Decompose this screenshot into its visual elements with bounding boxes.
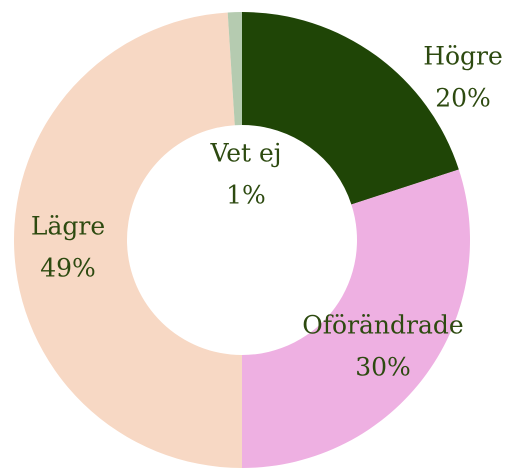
slice-label: Oförändrade: [302, 311, 463, 340]
slice-value-label: 30%: [355, 353, 411, 382]
donut-slice: [14, 12, 243, 468]
slice-value-label: 1%: [226, 181, 266, 210]
slice-value-label: 20%: [435, 84, 491, 113]
slice-label: Lägre: [31, 212, 105, 241]
donut-slice: [242, 169, 470, 468]
slice-value-label: 49%: [40, 254, 96, 283]
donut-slice: [242, 12, 459, 205]
slice-label: Vet ej: [209, 139, 281, 168]
donut-slice: [227, 12, 242, 126]
slice-label: Högre: [423, 42, 503, 71]
